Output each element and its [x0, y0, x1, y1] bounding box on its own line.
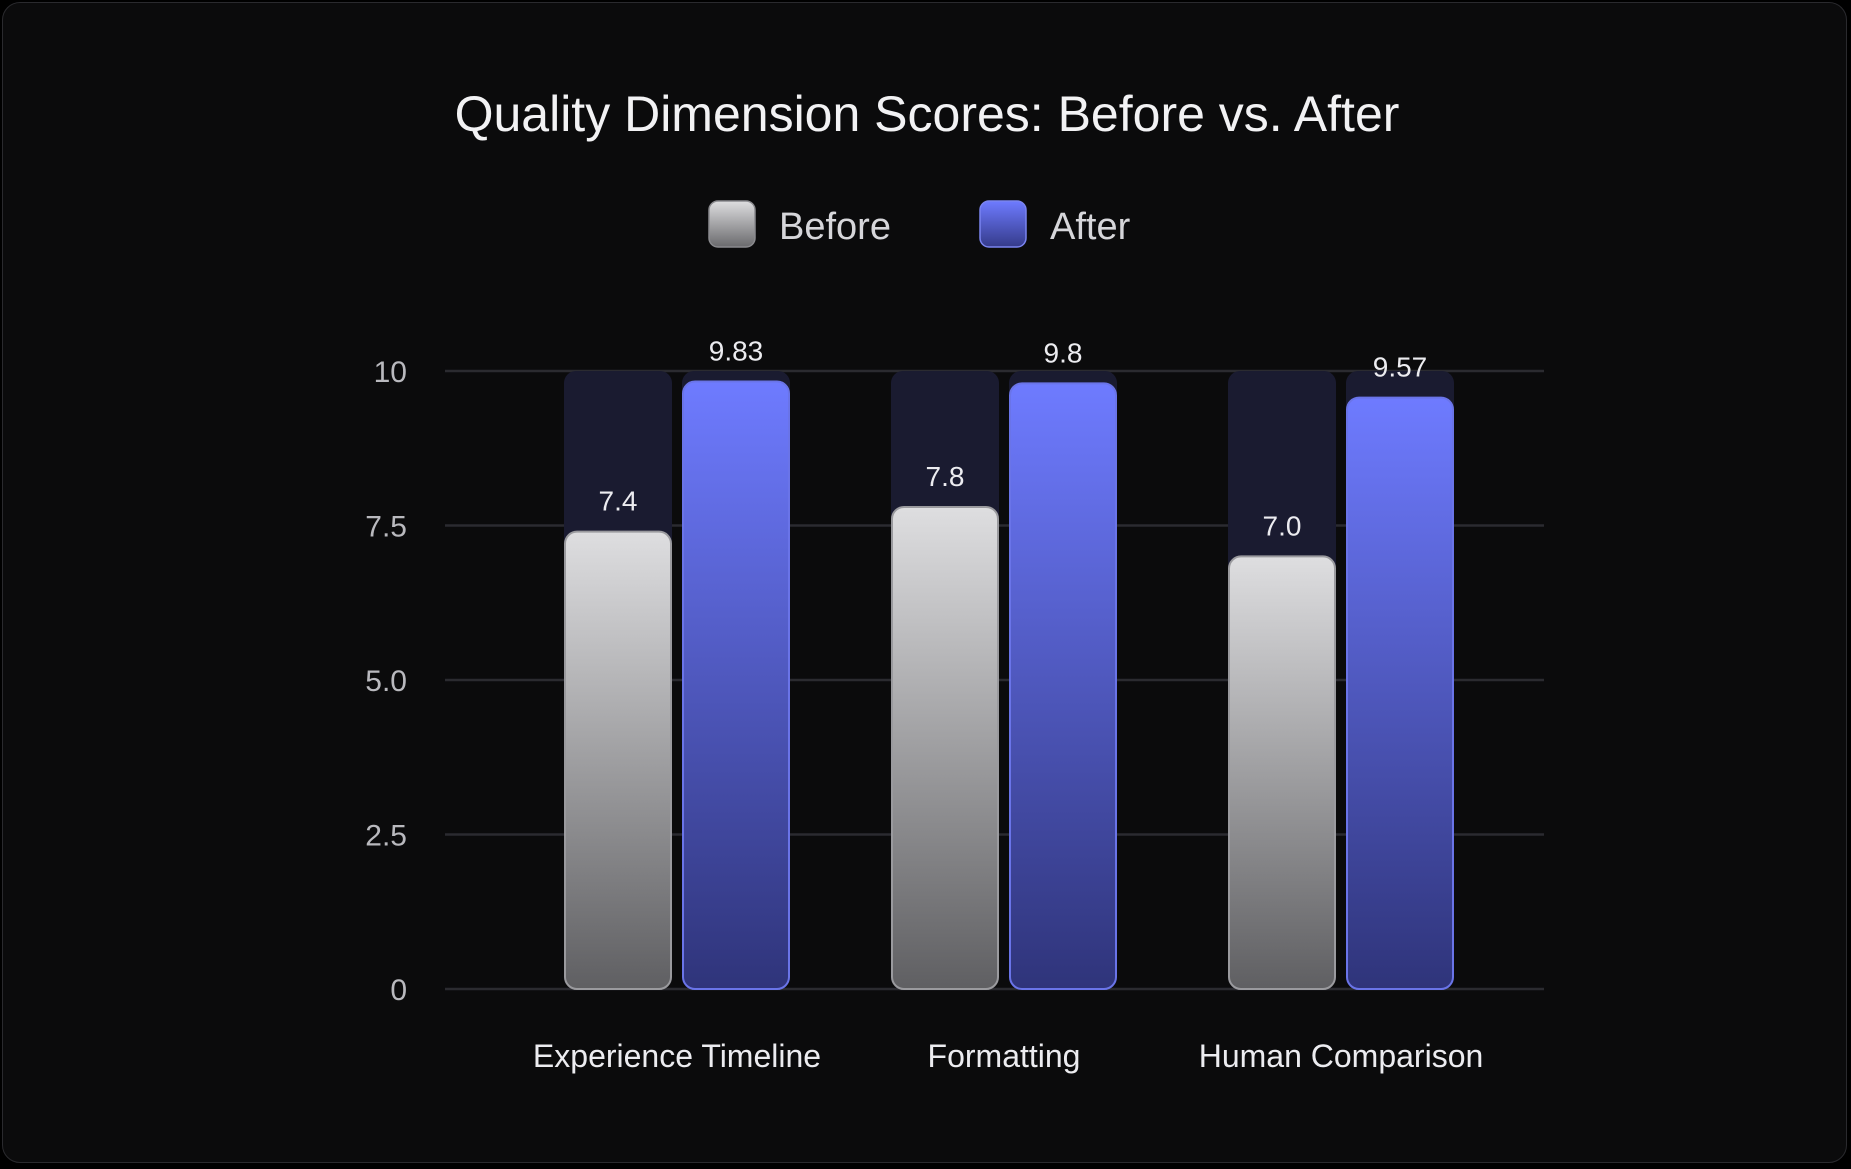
- bar-before-1: [564, 530, 672, 990]
- x-category-label: Experience Timeline: [533, 1038, 821, 1074]
- value-label: 7.8: [926, 461, 965, 492]
- bar-before-2: [891, 505, 999, 990]
- y-tick-label: 5.0: [365, 665, 407, 698]
- legend-item-after: After: [979, 200, 1131, 248]
- value-label: 7.4: [599, 486, 638, 517]
- legend-swatch-after: [979, 200, 1027, 248]
- bar-after-3: [1346, 396, 1454, 991]
- legend-label-after: After: [1050, 206, 1131, 248]
- chart-title: Quality Dimension Scores: Before vs. Aft…: [455, 86, 1400, 142]
- bar-after-1: [682, 380, 790, 991]
- value-label: 9.57: [1373, 352, 1428, 383]
- y-tick-label: 10: [374, 356, 407, 389]
- y-tick-label: 0: [390, 974, 407, 1007]
- x-axis-categories: Experience Timeline Formatting Human Compa…: [533, 1038, 1483, 1074]
- legend: Before After: [708, 200, 1131, 248]
- x-category-label: Formatting: [928, 1038, 1081, 1074]
- value-label: 7.0: [1263, 510, 1302, 541]
- legend-label-before: Before: [779, 206, 891, 248]
- bar-chart: Quality Dimension Scores: Before vs. Aft…: [365, 86, 1544, 1074]
- bar-after-2: [1009, 382, 1117, 990]
- bar-before-3: [1228, 555, 1336, 991]
- legend-swatch-before: [708, 200, 756, 248]
- bars: 7.4 9.83 7.8 9.8 7.0 9.57: [564, 336, 1454, 991]
- y-tick-label: 2.5: [365, 820, 407, 853]
- y-tick-label: 7.5: [365, 511, 407, 544]
- y-axis-ticks: 0 2.5 5.0 7.5 10: [365, 356, 407, 1007]
- legend-item-before: Before: [708, 200, 891, 248]
- x-category-label: Human Comparison: [1199, 1038, 1484, 1074]
- value-label: 9.8: [1044, 337, 1083, 368]
- value-label: 9.83: [709, 336, 764, 367]
